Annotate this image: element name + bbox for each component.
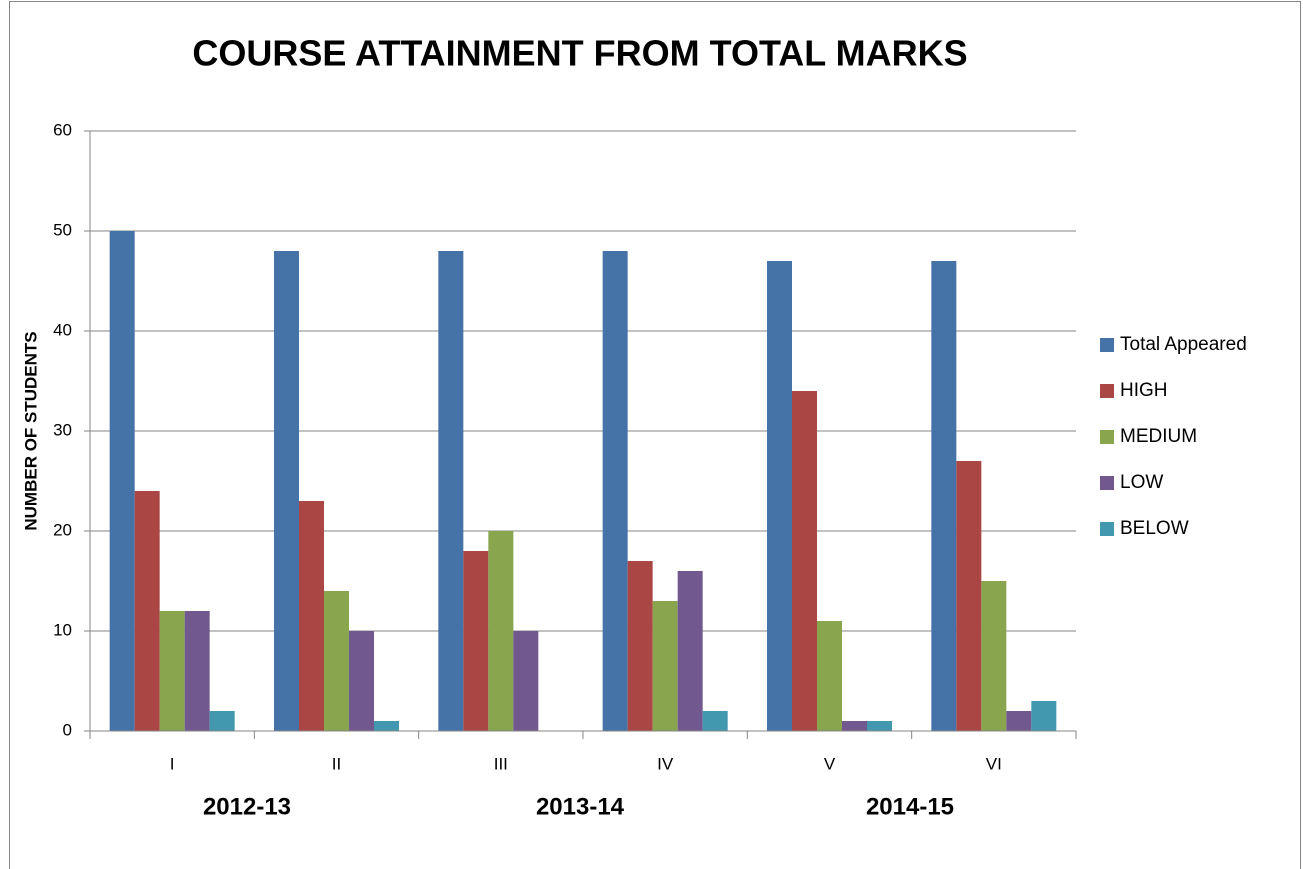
bar [274,251,299,731]
x-tick-label: III [494,754,508,773]
legend-swatch [1100,430,1114,444]
bar [652,601,678,731]
legend-swatch [1100,338,1114,352]
bar [817,621,842,731]
legend-label: BELOW [1120,518,1189,539]
y-tick-label: 10 [53,620,72,639]
bar [767,261,792,731]
bar [842,721,867,731]
bar [324,591,349,731]
x-tick-label: V [824,754,836,773]
bar [463,551,489,731]
legend-label: MEDIUM [1120,426,1197,447]
y-tick-label: 60 [53,120,72,139]
bar [209,711,235,731]
bar [109,231,135,731]
legend-label: Total Appeared [1120,334,1247,355]
x-tick-label: II [332,754,341,773]
legend-swatch [1100,476,1114,490]
y-tick-label: 50 [53,220,72,239]
bar [702,711,728,731]
bar [792,391,817,731]
legend-label: LOW [1120,472,1163,493]
bar [981,581,1007,731]
bar [374,721,399,731]
y-tick-label: 20 [53,520,72,539]
x-tick-label: IV [657,754,674,773]
chart-title: COURSE ATTAINMENT FROM TOTAL MARKS [192,33,967,74]
y-tick-label: 40 [53,320,72,339]
x-tick-label: I [170,754,175,773]
bar [513,631,539,731]
group-label: 2013-14 [536,793,625,820]
bar [602,251,628,731]
bar [134,491,160,731]
bar [1031,701,1057,731]
bar [159,611,185,731]
bar [956,461,982,731]
bar [1006,711,1032,731]
bar [184,611,210,731]
x-tick-label: VI [986,754,1002,773]
bar [627,561,653,731]
bar [438,251,464,731]
legend-swatch [1100,522,1114,536]
bar [488,531,514,731]
y-tick-label: 0 [63,720,72,739]
group-label: 2014-15 [866,793,954,820]
legend-label: HIGH [1120,380,1168,401]
bar [931,261,957,731]
y-tick-label: 30 [53,420,72,439]
bar [349,631,374,731]
bar [677,571,703,731]
bar [867,721,892,731]
bar [299,501,324,731]
group-label: 2012-13 [203,793,291,820]
legend-swatch [1100,384,1114,398]
y-axis-label: NUMBER OF STUDENTS [21,331,40,530]
